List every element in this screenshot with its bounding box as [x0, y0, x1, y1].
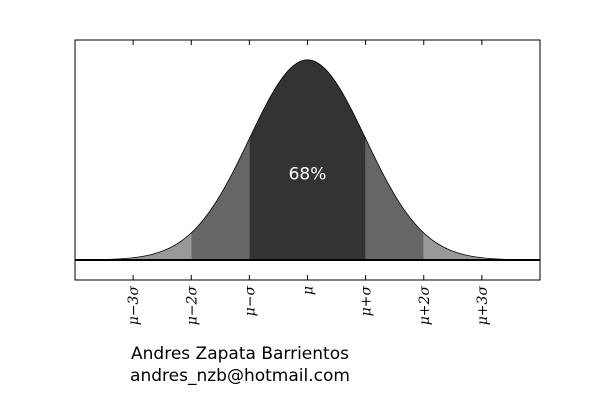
band-1 [133, 232, 192, 260]
author-name: Andres Zapata Barrientos [131, 344, 349, 364]
annotation-0: 68% [289, 165, 327, 185]
band-3 [249, 59, 366, 260]
band-5 [423, 232, 482, 260]
x-tick-label-6: μ+3σ [475, 286, 491, 326]
x-tick-label-5: μ+2σ [417, 286, 433, 326]
plot-frame [74, 39, 541, 281]
x-axis-ticks: μ−3σ μ−2σ μ−σ μ μ+σ μ+2σ μ+3σ [126, 40, 491, 325]
density-curve [75, 59, 540, 261]
x-tick-label-1: μ−2σ [184, 286, 200, 326]
author-email: andres_nzb@hotmail.com [130, 366, 350, 386]
x-tick-label-3: μ [301, 286, 317, 295]
x-tick-label-2: μ−σ [242, 286, 258, 317]
x-tick-label-4: μ+σ [359, 286, 375, 317]
author-credits: Andres Zapata Barrientos andres_nzb@hotm… [0, 343, 480, 387]
x-tick-label-0: μ−3σ [126, 286, 142, 326]
annotations: 68% [289, 165, 327, 185]
